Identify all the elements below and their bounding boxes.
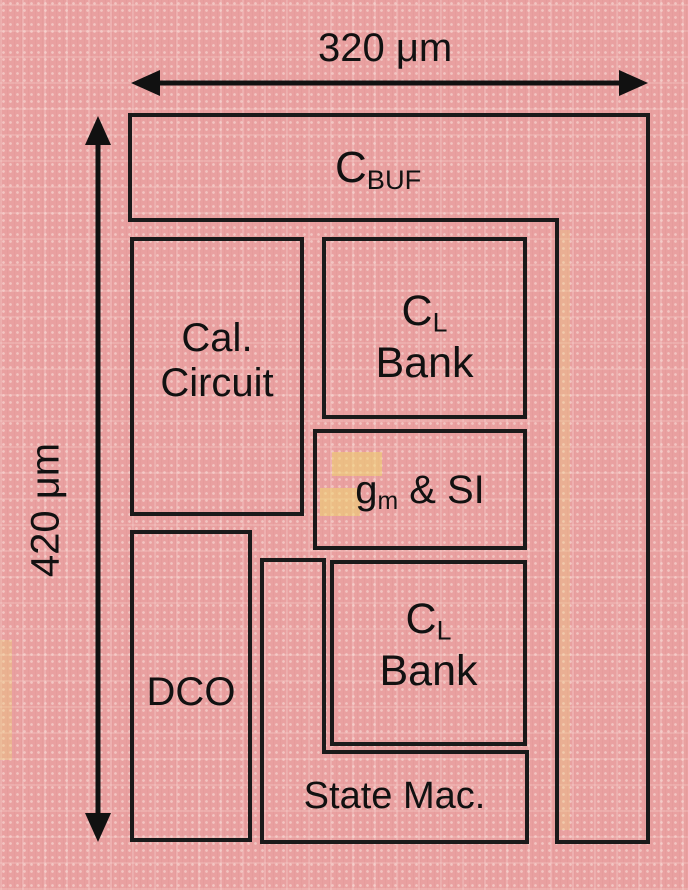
dco-block (130, 530, 252, 842)
cl-bank-bottom-label-main: C (405, 595, 437, 643)
cbuf-label-sub: BUF (366, 163, 422, 195)
arrow-up-head (85, 116, 111, 145)
cbuf-label: CBUF (335, 143, 421, 195)
cl-bank-bottom-label-sub: L (436, 615, 452, 646)
arrow-down-head (85, 813, 111, 842)
cl-bank-top-label-main: C (401, 287, 433, 335)
cal-circuit-block (130, 237, 304, 516)
metal-highlight (560, 230, 570, 830)
dco-label: DCO (146, 670, 236, 714)
state-mac-label: State Mac. (303, 775, 486, 817)
cl-bank-top-label-line2: Bank (375, 338, 474, 387)
gm-si-label-rest: & SI (398, 468, 485, 512)
cal-circuit-label-line1: Cal. (181, 316, 253, 360)
width-dimension-label: 320 μm (318, 26, 453, 70)
cl-bank-top-block (322, 237, 527, 419)
height-dimension-label: 420 μm (23, 442, 68, 578)
gm-si-label: gm & SI (313, 468, 527, 516)
gm-si-label-main: g (355, 468, 378, 512)
cl-bank-bottom-label: CL Bank (330, 595, 527, 695)
metal-highlight (0, 640, 12, 760)
cl-bank-top-label: CL Bank (322, 287, 527, 387)
metal-highlight (332, 452, 382, 476)
cl-bank-top-label-sub: L (432, 307, 448, 338)
arrow-left-head (131, 70, 160, 96)
cal-circuit-label: Cal. Circuit (130, 316, 304, 406)
gm-si-block (313, 429, 527, 550)
gm-si-label-sub: m (377, 488, 399, 516)
cl-bank-bottom-label-line2: Bank (379, 646, 478, 695)
metal-highlight (320, 488, 360, 516)
arrow-right-head (619, 70, 648, 96)
cl-bank-bottom-block (330, 560, 527, 746)
cal-circuit-label-line2: Circuit (160, 360, 274, 405)
cbuf-label-main: C (335, 143, 367, 192)
